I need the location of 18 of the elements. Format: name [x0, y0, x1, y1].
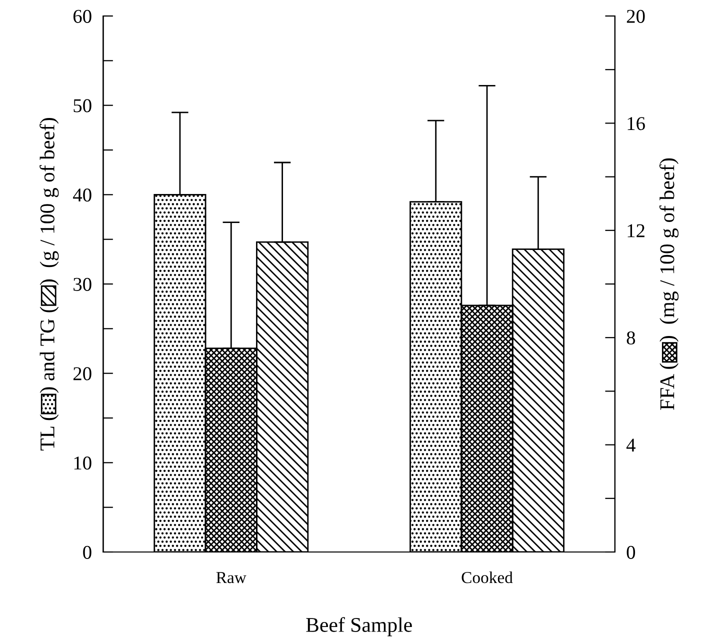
- y-tick-label: 40: [73, 188, 92, 202]
- y-tick-label: 0: [83, 546, 92, 559]
- y-tick-label: 20: [73, 367, 92, 380]
- x-tick-label: Raw: [216, 572, 246, 584]
- y-tick-label: 60: [73, 10, 92, 23]
- x-axis-title: Beef Sample: [306, 617, 412, 636]
- y-tick-label: 10: [74, 456, 92, 470]
- y2-tick-label: 20: [626, 10, 645, 23]
- y2-tick-label: 12: [628, 224, 644, 238]
- y-tick-label: 50: [74, 99, 92, 112]
- y-axis-title: TL ( ) and TG ( ) (g / 100 g of beef): [40, 118, 59, 451]
- x-tick-label: Cooked: [462, 571, 513, 584]
- y2-tick-label: 16: [628, 117, 645, 130]
- y2-tick-label: 4: [626, 438, 636, 452]
- y2-tick-label: 0: [626, 546, 636, 559]
- y2-tick-label: 8: [626, 331, 636, 345]
- y2-axis-title: FFA ( ) (mg / 100 g of beef): [659, 158, 679, 410]
- y-tick-label: 30: [74, 278, 92, 291]
